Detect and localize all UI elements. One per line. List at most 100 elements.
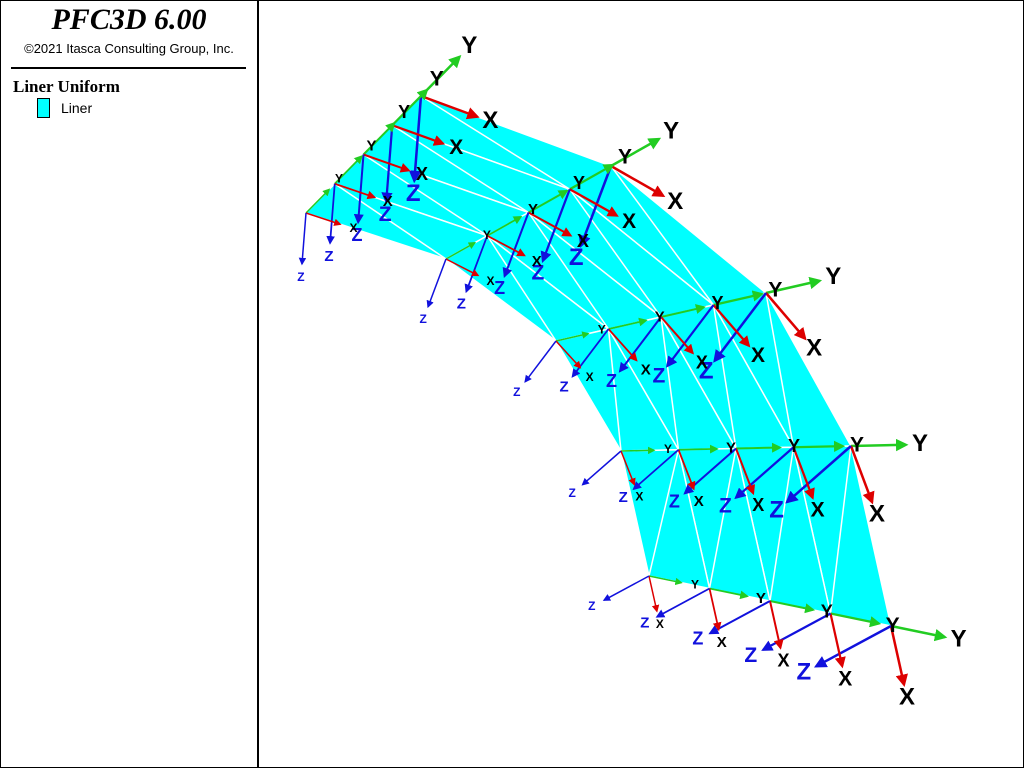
axis-y	[555, 331, 590, 342]
liner-diagonal	[607, 328, 622, 452]
axis-label: X	[349, 221, 357, 235]
axis-x	[620, 450, 636, 486]
liner-diagonal	[527, 212, 610, 330]
axis-x	[528, 211, 573, 237]
axis-label: X	[752, 495, 764, 515]
axis-y	[769, 600, 816, 614]
liner-diagonal	[391, 124, 529, 214]
axis-z	[602, 575, 650, 601]
liner-diagonal	[569, 188, 662, 318]
axis-label: Y	[335, 172, 343, 186]
liner-diagonal	[334, 183, 447, 260]
axis-label: X	[806, 335, 822, 362]
liner-diagonal	[648, 449, 680, 577]
axis-x	[555, 340, 582, 369]
legend-swatch	[37, 98, 50, 118]
axis-label: X	[482, 107, 498, 134]
axis-z	[813, 624, 892, 668]
axis-z	[618, 316, 662, 373]
axis-label: X	[577, 231, 589, 251]
axis-label: X	[486, 274, 494, 288]
axis-label: Y	[768, 278, 782, 301]
axis-label: Z	[606, 371, 617, 391]
legend-label: Liner	[61, 100, 93, 116]
axis-x	[648, 575, 660, 613]
axis-label: X	[383, 193, 393, 210]
axis-x	[305, 212, 342, 226]
liner-diagonal	[363, 153, 488, 237]
axis-label: Z	[513, 385, 520, 399]
liner-diagonal	[769, 447, 795, 602]
liner-diagonal	[660, 316, 680, 450]
axis-label: Y	[951, 625, 967, 652]
axis-label: Y	[573, 173, 585, 193]
axis-label: Z	[569, 244, 584, 271]
axis-z	[785, 445, 852, 504]
liner-diagonal	[765, 292, 795, 448]
axis-y	[890, 624, 948, 642]
axis-y	[610, 137, 662, 168]
axis-label: Z	[769, 497, 784, 524]
axis-label: Y	[528, 201, 538, 218]
viewport: YXZYXZYXZYXZYXZYXZYXZYXZYXZYXZYXZYXZYXZY…	[297, 32, 967, 710]
axis-label: Z	[532, 262, 545, 285]
axis-label: Y	[712, 293, 724, 313]
axis-x	[849, 445, 875, 505]
axis-x	[363, 153, 411, 173]
axis-label: X	[532, 253, 542, 270]
legend-title: Liner Uniform	[13, 77, 120, 96]
axis-label: Y	[726, 440, 736, 457]
axis-y	[362, 121, 396, 156]
axis-label: Y	[664, 442, 672, 456]
axis-x	[391, 124, 446, 146]
divider	[11, 67, 246, 69]
axis-label: Y	[825, 263, 841, 290]
axis-x	[486, 234, 526, 257]
axis-label: Z	[669, 491, 680, 511]
axis-label: Z	[419, 312, 426, 326]
axis-x	[677, 449, 696, 491]
liner-diagonal	[829, 445, 852, 614]
axis-x	[765, 292, 807, 341]
axis-x	[660, 316, 695, 355]
axis-z	[632, 449, 680, 491]
axis-label: X	[586, 370, 594, 384]
axis-label: Y	[691, 578, 699, 592]
axis-label: Z	[797, 658, 812, 685]
liner-diagonal	[420, 95, 571, 190]
axis-x	[607, 328, 638, 362]
axis-label: X	[449, 136, 463, 159]
axis-x	[735, 448, 756, 496]
axis-label: X	[811, 498, 825, 521]
axis-y	[608, 317, 648, 330]
axis-z	[524, 340, 557, 383]
liner-diagonal	[610, 165, 715, 306]
axis-label: X	[635, 490, 643, 504]
legend-panel: PFC3D 6.00 ©2021 Itasca Consulting Group…	[1, 1, 259, 767]
axis-x	[420, 94, 480, 120]
axis-y	[678, 444, 719, 454]
axis-label: Y	[821, 601, 833, 621]
axis-label: Z	[744, 644, 757, 667]
axis-y	[648, 575, 683, 586]
axis-y	[305, 188, 331, 214]
axis-z	[734, 446, 795, 500]
axis-x	[769, 600, 784, 650]
axis-label: Y	[618, 146, 632, 169]
axis-x	[708, 588, 722, 632]
axis-label: Z	[652, 365, 665, 388]
copyright: ©2021 Itasca Consulting Group, Inc.	[24, 41, 234, 56]
axis-label: Z	[379, 203, 392, 226]
axis-y	[569, 163, 615, 191]
axis-x	[829, 613, 846, 669]
axis-x	[569, 188, 619, 217]
axis-x	[445, 258, 480, 277]
axis-z	[426, 258, 447, 309]
liner-diagonal	[712, 304, 737, 449]
liner-diagonal	[708, 448, 737, 589]
axis-label: X	[751, 344, 765, 367]
axis-z	[578, 165, 613, 248]
axis-label: Z	[640, 614, 649, 631]
axis-label: X	[641, 362, 651, 379]
